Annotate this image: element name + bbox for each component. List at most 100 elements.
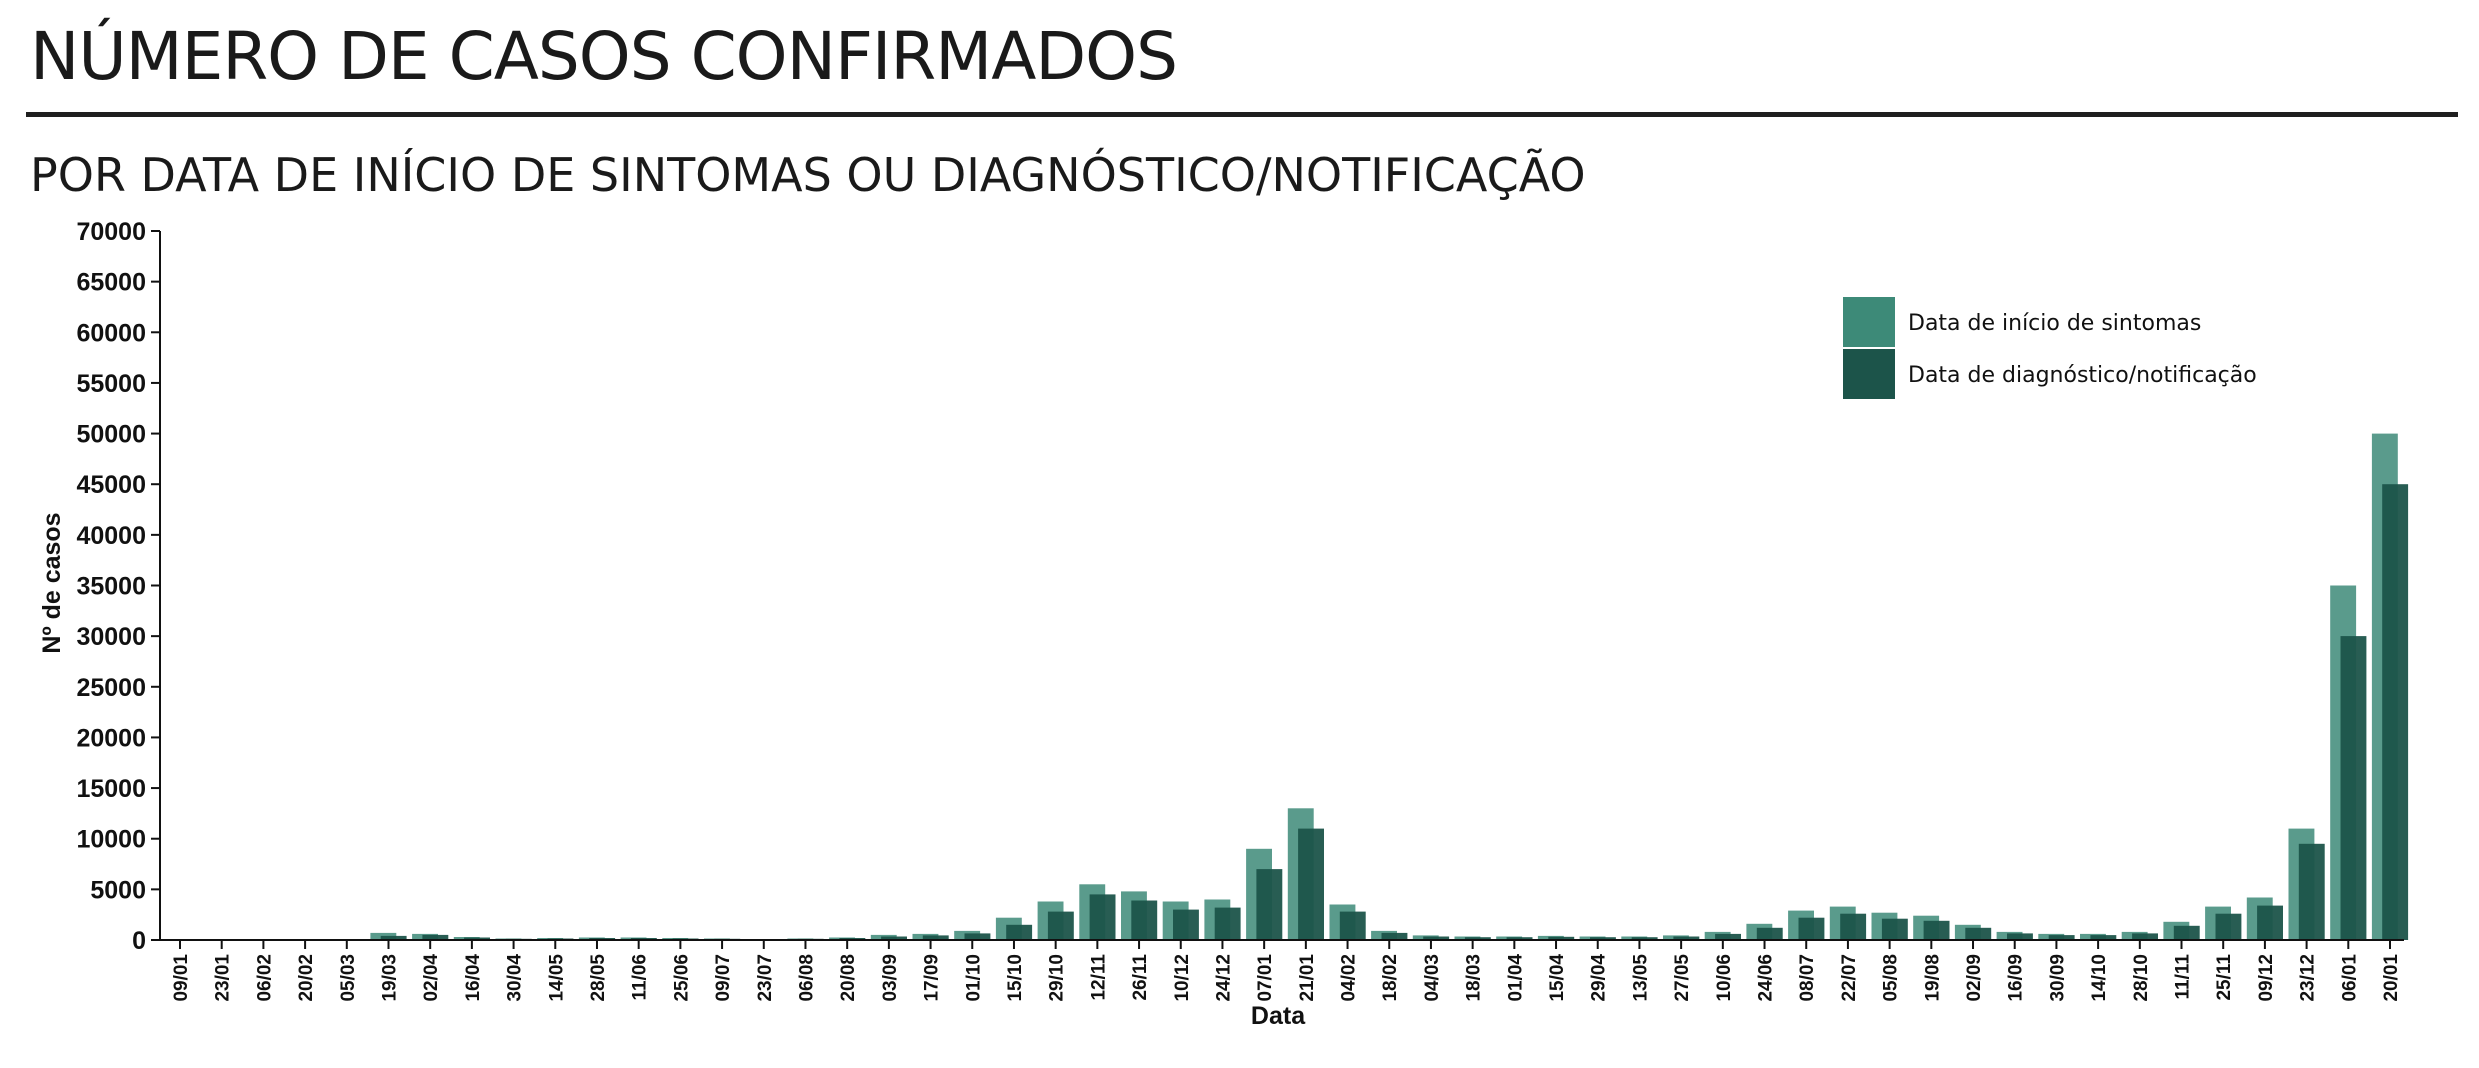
title-divider: [26, 112, 2458, 117]
x-tick-label: 24/06: [1756, 954, 1777, 1002]
bar-notification-36: [1673, 936, 1700, 940]
bar-notification-41: [1881, 918, 1908, 940]
y-axis: 0 5000 10000 15000 20000 25000 30000 35000 40000…: [76, 218, 161, 955]
legend-label-symptoms: Data de início de sintomas: [1908, 311, 2201, 336]
x-tick-label: 01/04: [1505, 954, 1526, 1002]
x-tick-label: 10/12: [1172, 954, 1193, 1002]
bar-notification-20: [1006, 924, 1033, 940]
legend-swatch-notification: [1843, 349, 1895, 399]
x-tick-label: 22/07: [1839, 954, 1860, 1002]
y-tick-label: 45000: [76, 471, 146, 499]
x-tick-label: 23/07: [755, 954, 776, 1002]
x-tick-label: 19/08: [1922, 954, 1943, 1002]
x-tick-label: 05/08: [1881, 954, 1902, 1002]
y-tick-label: 5000: [90, 876, 146, 904]
bar-notification-29: [1381, 932, 1408, 940]
x-tick-label: 11/11: [2173, 954, 2194, 1000]
x-tick-label: 23/12: [2298, 954, 2319, 1002]
bar-notification-17: [881, 936, 907, 940]
y-tick-label: 65000: [76, 269, 146, 297]
legend-swatch-symptoms: [1843, 297, 1895, 347]
x-tick-label: 14/05: [546, 954, 567, 1002]
bar-notification-7: [464, 937, 490, 940]
x-tick-label: 17/09: [922, 954, 943, 1002]
x-tick-label: 29/04: [1589, 954, 1610, 1002]
x-tick-label: 04/02: [1339, 954, 1360, 1002]
x-tick-label: 25/06: [671, 954, 692, 1002]
x-tick-label: 05/03: [338, 954, 359, 1002]
x-tick-label: 04/03: [1422, 954, 1443, 1002]
x-axis-label: Data: [1251, 1002, 1306, 1030]
bar-notification-5: [380, 935, 407, 940]
y-tick-label: 10000: [76, 826, 146, 854]
bar-notification-24: [1173, 909, 1199, 940]
y-tick-label: 60000: [76, 319, 146, 347]
bar-notification-28: [1339, 911, 1366, 940]
bar-notification-26: [1256, 869, 1283, 940]
legend: Data de início de sintomas Data de diagn…: [1843, 297, 2257, 399]
bar-notification-45: [2048, 935, 2075, 940]
x-tick-label: 18/02: [1380, 954, 1401, 1002]
bar-notification-42: [1923, 920, 1950, 940]
x-tick-label: 16/09: [2006, 954, 2027, 1002]
x-tick-label: 10/06: [1714, 954, 1735, 1002]
bar-notification-40: [1840, 913, 1867, 940]
x-tick-label: 06/01: [2339, 954, 2360, 1002]
x-tick-label: 28/05: [588, 954, 609, 1002]
x-tick-label: 18/03: [1464, 954, 1485, 1002]
x-tick-label: 15/04: [1547, 954, 1568, 1002]
x-tick-label: 20/08: [838, 954, 859, 1002]
bar-notification-25: [1214, 907, 1241, 940]
x-tick-label: 19/03: [379, 954, 400, 1002]
x-tick-label: 29/10: [1047, 954, 1068, 1002]
x-axis: 09/01 23/01 06/02 20/02 05/03 19/03 02/04 16/04…: [160, 939, 2404, 1002]
bar-notification-38: [1756, 927, 1783, 940]
bar-notification-23: [1131, 900, 1158, 940]
x-tick-label: 06/02: [254, 954, 275, 1002]
bar-notification-48: [2173, 925, 2200, 940]
x-tick-label: 02/04: [421, 954, 442, 1002]
x-tick-label: 03/09: [880, 954, 901, 1002]
x-tick-label: 14/10: [2089, 954, 2110, 1002]
bar-notification-51: [2298, 843, 2325, 940]
y-tick-label: 70000: [76, 218, 146, 246]
y-tick-label: 55000: [76, 370, 146, 398]
x-tick-label: 21/01: [1297, 954, 1318, 1002]
y-tick-label: 15000: [76, 775, 146, 803]
x-tick-label: 30/04: [505, 954, 526, 1002]
x-tick-label: 01/10: [963, 954, 984, 1002]
x-tick-label: 11/06: [630, 954, 651, 1001]
x-tick-label: 13/05: [1630, 954, 1651, 1002]
x-tick-label: 15/10: [1005, 954, 1026, 1002]
legend-label-notification: Data de diagnóstico/notificação: [1908, 363, 2257, 388]
x-tick-label: 24/12: [1213, 954, 1234, 1002]
bar-notification-39: [1798, 917, 1825, 940]
bar-notification-30: [1423, 936, 1450, 940]
x-tick-label: 23/01: [213, 954, 234, 1002]
bar-notification-34: [1590, 937, 1616, 940]
y-tick-label: 50000: [76, 421, 146, 449]
y-axis-label: Nº de casos: [38, 512, 66, 653]
x-tick-label: 25/11: [2214, 954, 2235, 1001]
page-title: NÚMERO DE CASOS CONFIRMADOS: [30, 18, 1178, 95]
bar-notification-18: [922, 935, 949, 940]
x-tick-label: 09/12: [2256, 954, 2277, 1002]
x-tick-label: 08/07: [1797, 954, 1818, 1002]
bar-notification-27: [1298, 828, 1324, 940]
x-tick-label: 09/01: [171, 954, 192, 1002]
bar-notification-33: [1548, 936, 1575, 940]
y-tick-label: 25000: [76, 674, 146, 702]
bar-notification-47: [2132, 933, 2158, 940]
bars-area: [370, 433, 2409, 940]
bar-notification-53: [2382, 484, 2409, 940]
page-subtitle: POR DATA DE INÍCIO DE SINTOMAS OU DIAGNÓ…: [30, 148, 1586, 202]
y-tick-label: 0: [132, 927, 146, 955]
x-tick-label: 06/08: [796, 954, 817, 1002]
bar-notification-50: [2257, 905, 2283, 940]
bar-notification-46: [2090, 935, 2117, 940]
x-tick-label: 16/04: [463, 954, 484, 1002]
bar-notification-32: [1506, 937, 1533, 940]
bar-notification-52: [2340, 636, 2367, 940]
bar-notification-35: [1631, 937, 1658, 940]
